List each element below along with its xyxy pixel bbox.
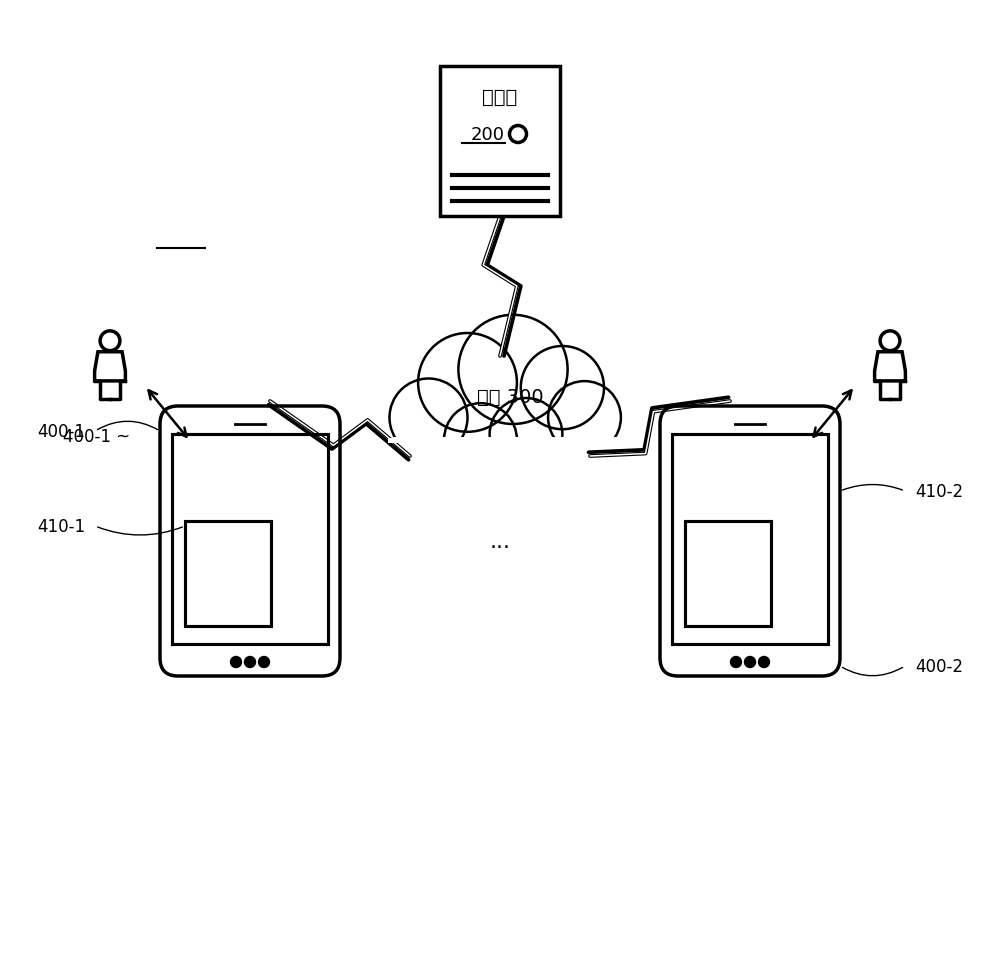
- Bar: [185, 522, 271, 627]
- Bar: [370, 437, 630, 483]
- Circle shape: [231, 656, 242, 668]
- Text: 200: 200: [471, 126, 505, 144]
- Circle shape: [490, 399, 562, 471]
- Circle shape: [390, 379, 468, 457]
- Circle shape: [245, 656, 256, 668]
- Text: 400-2: 400-2: [915, 657, 963, 676]
- Text: 400-1: 400-1: [37, 423, 85, 440]
- Text: 网络 300: 网络 300: [477, 387, 543, 407]
- Text: 服务器: 服务器: [482, 87, 518, 107]
- Circle shape: [759, 656, 770, 668]
- Circle shape: [458, 315, 568, 425]
- Circle shape: [259, 656, 270, 668]
- Bar: [440, 67, 560, 217]
- Circle shape: [444, 404, 517, 477]
- Circle shape: [744, 656, 756, 668]
- Circle shape: [730, 656, 742, 668]
- Text: 410-2: 410-2: [915, 482, 963, 501]
- Circle shape: [548, 382, 621, 455]
- Text: 410-1: 410-1: [37, 517, 85, 535]
- Text: ...: ...: [490, 531, 511, 552]
- Circle shape: [521, 347, 604, 430]
- Text: 400-1 ~: 400-1 ~: [63, 428, 130, 446]
- Bar: [685, 522, 771, 627]
- Circle shape: [418, 333, 517, 432]
